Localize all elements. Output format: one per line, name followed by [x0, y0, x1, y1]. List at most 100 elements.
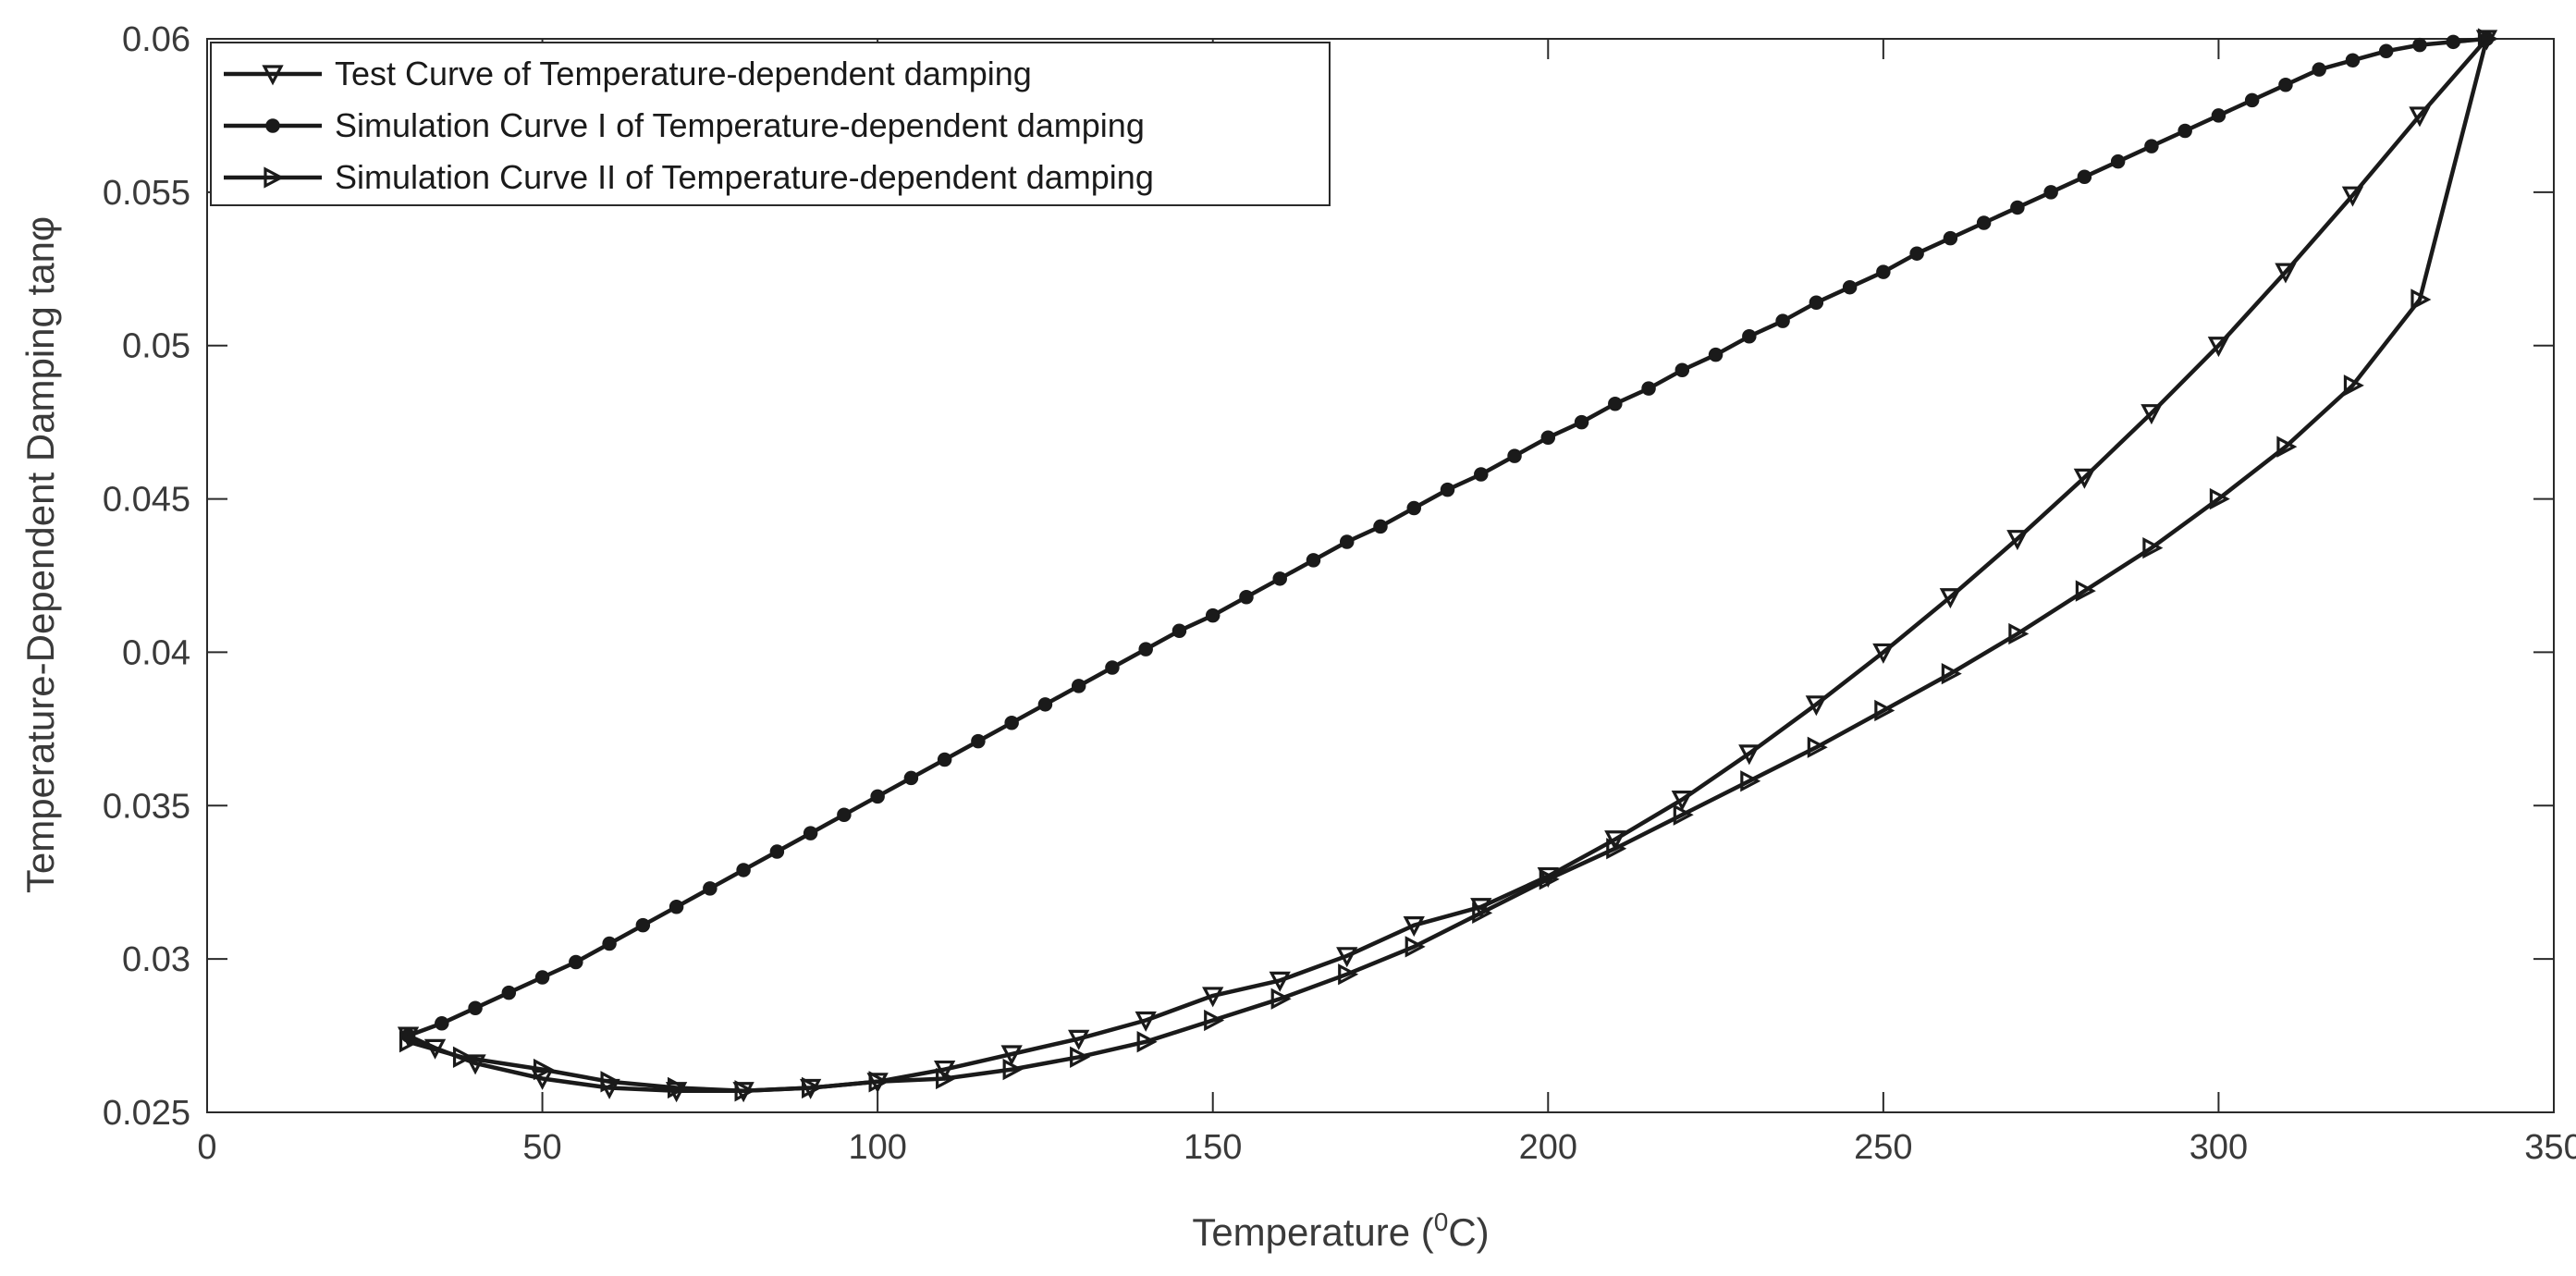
legend-item-1: Test Curve of Temperature-dependent damp… [224, 55, 1032, 92]
series-2-point [2446, 34, 2460, 50]
legend-item-3: Simulation Curve II of Temperature-depen… [224, 158, 1154, 196]
series-3-point [399, 1031, 420, 1053]
x-tick-label: 200 [1519, 1128, 1577, 1167]
series-3-point [1740, 770, 1761, 792]
series-2-point [2378, 43, 2394, 59]
series-1-point [1403, 916, 1425, 938]
series-2-point [1071, 679, 1086, 693]
series-1-point [1135, 1011, 1157, 1032]
x-tick-label: 150 [1184, 1128, 1242, 1167]
series-3-point [2008, 622, 2030, 645]
y-tick-label: 0.03 [122, 940, 190, 979]
x-tick-label: 300 [2190, 1128, 2248, 1167]
series-3-point [734, 1080, 755, 1102]
series-2-point [703, 881, 718, 896]
series-1-point [2409, 106, 2431, 128]
series-2 [400, 31, 2495, 1043]
series-3-point [2142, 536, 2164, 559]
series-3-point [452, 1046, 473, 1068]
series-3-point [1204, 1009, 1225, 1032]
series-2-point [2010, 200, 2025, 215]
series-2-point [1306, 553, 1321, 568]
series-3-point [2343, 374, 2364, 397]
series-2-point [803, 826, 818, 840]
series-3-point [1472, 902, 1493, 925]
series-2-point [435, 1016, 449, 1031]
series-3-point [600, 1071, 621, 1093]
x-axis-title-text: Temperature ( [1192, 1210, 1433, 1254]
series-2-point [1205, 607, 1221, 623]
legend-marker [265, 118, 280, 133]
series-2-point [2144, 139, 2159, 153]
series-3-point [868, 1071, 889, 1093]
series-2-point [534, 970, 550, 985]
axis-ticks: 0 50 100 150 200 250 300 350 0.025 0.03 0.035 0.04 0… [103, 20, 2576, 1167]
series-2-point [1809, 295, 1824, 311]
series-3-point [1807, 736, 1828, 758]
series-2-point [1540, 430, 1556, 445]
legend-marker [264, 166, 285, 189]
series-2-point [2077, 169, 2092, 185]
series-2-point [1373, 519, 1388, 534]
series-2-point [1272, 571, 1287, 586]
series-2-point [1876, 264, 1891, 279]
x-tick-label: 0 [197, 1128, 216, 1167]
series-2-point [1138, 642, 1153, 656]
series-1-point [1336, 947, 1358, 968]
series-2-point [669, 900, 684, 914]
series-2-point [1574, 414, 1589, 430]
series-1-point [1604, 830, 1626, 852]
series-1-point [1000, 1045, 1023, 1066]
legend-item-2: Simulation Curve I of Temperature-depend… [224, 106, 1145, 144]
plot-frame [206, 38, 2555, 1113]
series-1-point [464, 1054, 486, 1075]
series-2-point [1641, 381, 1656, 396]
series-3-point [2477, 28, 2498, 50]
legend: Test Curve of Temperature-dependent damp… [210, 42, 1331, 206]
series-2-point [903, 770, 919, 786]
series-2-point [602, 936, 617, 951]
series-1-point [1872, 643, 1895, 664]
series-2-point [1171, 623, 1187, 638]
series-2-point [1608, 396, 1623, 411]
series-2-point [2312, 62, 2326, 77]
series-2-point [1909, 246, 1924, 261]
y-tick-label: 0.04 [122, 633, 190, 672]
x-axis-title-sup: 0 [1434, 1208, 1449, 1236]
series-2-point [2177, 123, 2192, 139]
series-2-point [1507, 448, 1522, 463]
y-tick-label: 0.025 [103, 1094, 190, 1133]
series-3-line [407, 38, 2489, 1094]
series-3-point [533, 1058, 554, 1081]
legend-label: Simulation Curve II of Temperature-depen… [335, 158, 1154, 196]
series-2-point [2043, 185, 2058, 200]
series-2-point [2345, 53, 2361, 67]
series-3-point [802, 1076, 823, 1099]
series-3-point [1874, 699, 1895, 722]
y-tick-label: 0.05 [122, 327, 190, 366]
x-tick-label: 250 [1854, 1128, 1912, 1167]
series-3 [399, 28, 2498, 1102]
series-3-point [1539, 868, 1560, 890]
x-tick-label: 100 [848, 1128, 906, 1167]
series-2-point [501, 985, 517, 1000]
legend-box [210, 42, 1331, 206]
series-2-point [736, 863, 751, 877]
series-1-point [2006, 530, 2029, 551]
series-2-point [1037, 697, 1053, 712]
y-tick-label: 0.055 [103, 174, 190, 213]
series-2-point [1105, 660, 1120, 675]
series-2-point [1674, 362, 1690, 378]
legend-marker [262, 65, 284, 86]
series-2-point [1708, 347, 1723, 362]
series-1-point [1202, 987, 1224, 1008]
series-2-point [937, 752, 952, 767]
series-2-point [870, 789, 885, 804]
series-3-point [1405, 936, 1426, 958]
series-1-point [1738, 744, 1760, 766]
series-1-point [1805, 695, 1828, 717]
series-2-point [635, 917, 651, 933]
series-2-point [1976, 215, 1992, 230]
series-1-point [933, 1060, 956, 1081]
